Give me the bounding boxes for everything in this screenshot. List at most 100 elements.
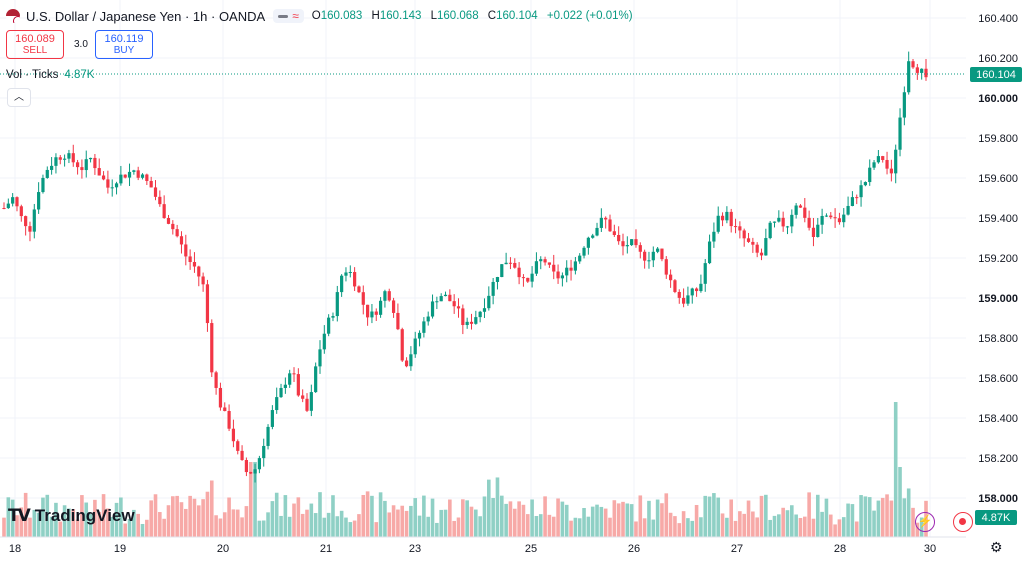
- volume-bar: [478, 516, 482, 537]
- candle-body: [608, 219, 612, 232]
- x-tick-label: 25: [525, 543, 537, 555]
- candle-body: [508, 262, 513, 264]
- candle-body: [305, 398, 309, 411]
- candle-body: [249, 472, 253, 474]
- volume-bar: [802, 516, 807, 537]
- time-axis[interactable]: 18 19 20 21 23 25 26 27 28 30: [0, 536, 966, 555]
- volume-bar: [651, 519, 656, 537]
- candle-body: [630, 239, 634, 246]
- candle-body: [824, 215, 829, 217]
- volume-bar: [547, 514, 552, 537]
- volume-bar: [794, 514, 798, 537]
- volume-bar: [2, 517, 6, 537]
- candle-body: [288, 373, 292, 385]
- volume-bar: [902, 498, 907, 537]
- candle-body: [63, 158, 67, 160]
- volume-bar: [452, 520, 456, 537]
- volume-bar: [409, 505, 413, 537]
- volume-bar: [209, 480, 214, 537]
- candle-body: [924, 68, 928, 78]
- candle-body: [192, 262, 197, 267]
- candle-body: [573, 261, 577, 271]
- x-tick-label: 30: [924, 543, 936, 555]
- volume-bar: [344, 517, 348, 537]
- volume-bar: [534, 515, 539, 537]
- volume-bar: [690, 520, 695, 537]
- candle-body: [794, 205, 798, 215]
- volume-bar: [859, 495, 863, 537]
- x-tick-label: 21: [320, 543, 332, 555]
- candle-body: [270, 410, 274, 427]
- candle-body: [565, 267, 569, 276]
- volume-bar: [97, 511, 102, 537]
- candle-body: [448, 294, 452, 302]
- candle-body: [153, 187, 158, 197]
- candle-body: [262, 445, 266, 459]
- volume-bar: [235, 509, 240, 537]
- volume-bar: [504, 503, 508, 537]
- candle-body: [140, 174, 145, 178]
- candle-body: [526, 277, 530, 282]
- candle-body: [837, 218, 842, 223]
- candle-body: [907, 61, 911, 93]
- volume-bar: [171, 496, 175, 537]
- volume-bar: [387, 512, 392, 537]
- bolt-icon[interactable]: ⚡: [915, 512, 935, 532]
- volume-bar: [738, 511, 742, 537]
- volume-bar: [400, 505, 405, 537]
- y-tick-label: 159.600: [978, 173, 1018, 185]
- candle-body: [166, 218, 171, 224]
- volume-bar: [560, 501, 565, 537]
- symbol-title[interactable]: U.S. Dollar / Japanese Yen · 1h · OANDA: [26, 8, 266, 24]
- volume-bar: [712, 493, 716, 537]
- candle-body: [80, 167, 84, 171]
- y-tick-label: 159.800: [978, 133, 1018, 145]
- gear-icon[interactable]: ⚙: [990, 539, 1003, 555]
- candle-body: [781, 217, 785, 227]
- candle-body: [404, 360, 409, 367]
- candle-body: [755, 244, 759, 253]
- volume-bar: [422, 495, 426, 537]
- volume-bar: [755, 517, 759, 537]
- collapse-chevron-icon[interactable]: ︿: [7, 88, 31, 107]
- candle-body: [772, 221, 777, 223]
- candle-body: [318, 349, 322, 367]
- candle-body: [868, 167, 872, 183]
- volume-bar: [396, 509, 400, 537]
- candle-body: [534, 261, 539, 274]
- candle-body: [41, 177, 45, 193]
- volume-bar: [292, 503, 296, 537]
- candle-body: [768, 222, 772, 239]
- flag-icon: [6, 9, 20, 23]
- candle-body: [660, 248, 664, 260]
- sell-button[interactable]: 160.089 SELL: [6, 30, 64, 59]
- candle-body: [829, 215, 833, 218]
- candle-body: [439, 296, 443, 302]
- candle-body: [84, 159, 88, 171]
- price-axis[interactable]: 160.400 160.200 160.000 159.800 159.600 159.4…: [978, 13, 1018, 505]
- volume-bar: [205, 491, 210, 537]
- y-tick-label: 158.600: [978, 373, 1018, 385]
- candle-body: [681, 297, 686, 304]
- record-icon[interactable]: [953, 512, 973, 532]
- candle-body: [244, 459, 249, 473]
- candle-body: [218, 387, 223, 408]
- indicator-toggle[interactable]: ≈: [273, 9, 304, 23]
- candle-body: [716, 215, 720, 232]
- buy-button[interactable]: 160.119 BUY: [95, 30, 153, 59]
- volume-bar: [482, 496, 487, 537]
- volume-bar: [361, 494, 366, 537]
- volume-bar: [660, 503, 664, 537]
- volume-bar: [634, 521, 638, 537]
- candle-body: [231, 428, 236, 442]
- volume-bar: [119, 497, 123, 537]
- volume-last-text: 4.87K: [982, 512, 1011, 524]
- volume-bar: [824, 498, 829, 537]
- y-tick-label: 160.400: [978, 13, 1018, 25]
- symbol-header: U.S. Dollar / Japanese Yen · 1h · OANDA …: [6, 5, 639, 27]
- tradingview-logo[interactable]: TV TradingView: [8, 506, 135, 526]
- candle-body: [474, 317, 478, 324]
- volume-bar: [828, 514, 833, 537]
- volume-bar: [404, 510, 409, 537]
